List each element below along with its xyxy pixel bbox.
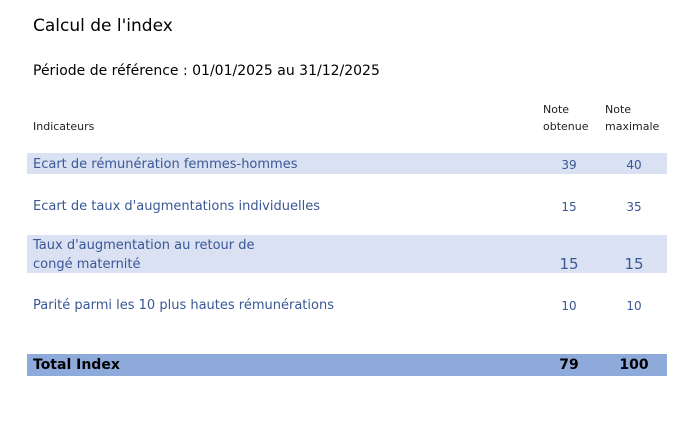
row-label-line: Taux d'augmentation au retour de [33, 238, 255, 253]
total-max: 100 [619, 357, 649, 373]
page-title: Calcul de l'index [33, 16, 173, 36]
header-obtained-line: Note [543, 103, 570, 116]
total-band [27, 354, 667, 376]
row-max: 15 [624, 255, 644, 273]
header-max: Note maximale [605, 101, 659, 135]
reference-period: Période de référence : 01/01/2025 au 31/… [33, 63, 380, 79]
row-max: 10 [626, 299, 642, 313]
header-max-line: maximale [605, 120, 660, 133]
row-obtained: 15 [559, 255, 579, 273]
row-band [27, 235, 667, 273]
row-label: Parité parmi les 10 plus hautes rémunéra… [33, 298, 334, 313]
header-obtained: Note obtenue [543, 101, 589, 135]
total-obtained: 79 [559, 357, 579, 373]
total-label: Total Index [33, 357, 120, 373]
header-indicators: Indicateurs [33, 120, 95, 133]
row-max: 35 [626, 200, 642, 214]
row-obtained: 15 [561, 200, 577, 214]
row-band [27, 153, 667, 174]
row-label-line: congé maternité [33, 257, 141, 272]
row-label: Ecart de taux d'augmentations individuel… [33, 199, 320, 214]
header-max-line: Note [605, 103, 632, 116]
header-obtained-line: obtenue [543, 120, 589, 133]
row-obtained: 39 [561, 158, 577, 172]
row-obtained: 10 [561, 299, 577, 313]
row-label: Ecart de rémunération femmes-hommes [33, 157, 298, 172]
row-label: Taux d'augmentation au retour de congé m… [33, 236, 255, 274]
row-max: 40 [626, 158, 642, 172]
